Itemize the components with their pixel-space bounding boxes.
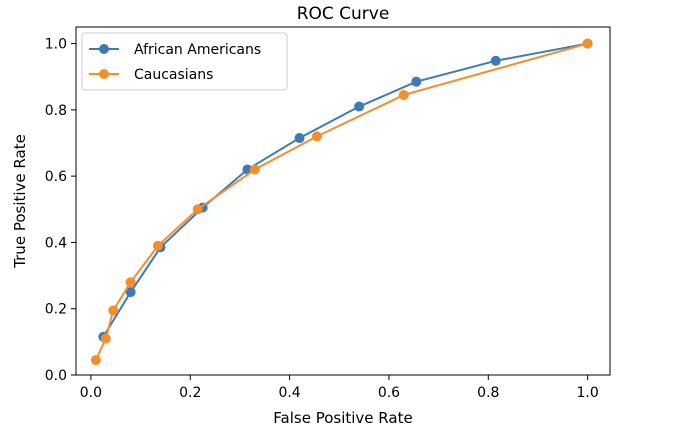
series-line-caucasians xyxy=(94,42,588,361)
legend-swatch-marker xyxy=(99,44,109,54)
data-point-african-americans xyxy=(490,55,501,66)
data-point-african-americans xyxy=(294,133,305,144)
data-point-caucasians xyxy=(90,355,101,366)
x-tick-label: 0.0 xyxy=(80,385,102,401)
x-tick-label: 0.2 xyxy=(179,385,201,401)
x-tick-label: 0.4 xyxy=(278,385,300,401)
data-point-african-americans xyxy=(411,76,422,87)
data-point-caucasians xyxy=(108,305,119,316)
legend-label: African Americans xyxy=(134,42,261,58)
x-tick-label: 0.8 xyxy=(477,385,499,401)
data-point-african-americans xyxy=(354,101,365,112)
data-point-caucasians xyxy=(249,164,260,175)
legend: African Americans Caucasians xyxy=(81,32,288,91)
data-point-caucasians xyxy=(192,204,203,215)
y-tick-label: 0.6 xyxy=(45,169,67,185)
y-axis-title: True Positive Rate xyxy=(11,134,29,269)
chart-title: ROC Curve xyxy=(297,4,390,24)
data-point-caucasians xyxy=(100,333,111,344)
legend-box xyxy=(81,32,288,91)
y-tick-label: 0.8 xyxy=(45,103,67,119)
legend-item-caucasians: Caucasians xyxy=(89,67,213,83)
x-tick-label: 1.0 xyxy=(577,385,599,401)
series-layer xyxy=(90,38,593,366)
x-axis-title: False Positive Rate xyxy=(273,409,412,427)
y-axis: 0.0 0.2 0.4 0.6 0.8 1.0 xyxy=(45,37,76,384)
data-point-caucasians xyxy=(582,38,593,49)
x-tick-label: 0.6 xyxy=(378,385,400,401)
series-line-african-americans xyxy=(102,42,588,338)
data-point-caucasians xyxy=(152,240,163,251)
y-tick-label: 1.0 xyxy=(45,37,67,53)
legend-swatch-marker xyxy=(99,69,109,79)
y-tick-label: 0.0 xyxy=(45,368,67,384)
y-tick-label: 0.2 xyxy=(45,302,67,318)
legend-item-african-americans: African Americans xyxy=(89,42,261,58)
x-axis: 0.0 0.2 0.4 0.6 0.8 1.0 xyxy=(80,375,599,401)
data-point-caucasians xyxy=(125,277,136,288)
data-point-caucasians xyxy=(311,131,322,142)
series-caucasians xyxy=(90,38,593,366)
legend-label: Caucasians xyxy=(134,67,213,83)
y-tick-label: 0.4 xyxy=(45,235,67,251)
plot-frame xyxy=(75,26,611,376)
data-point-african-americans xyxy=(125,287,136,298)
data-point-caucasians xyxy=(398,89,409,100)
